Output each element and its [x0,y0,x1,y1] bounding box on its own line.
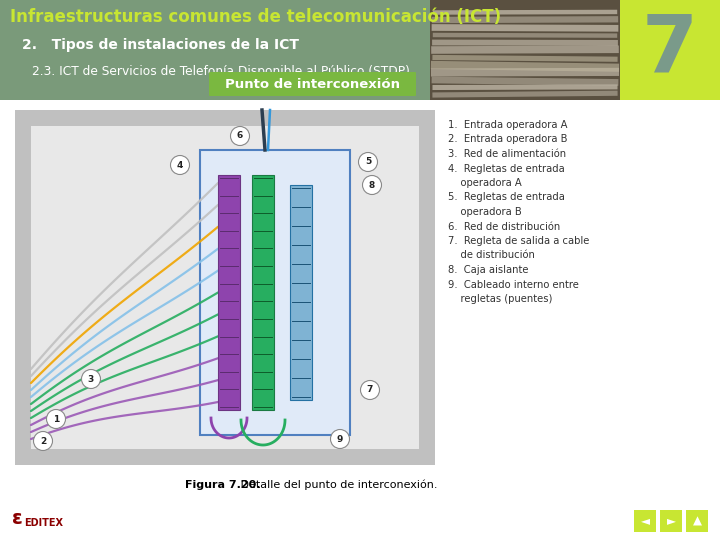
Text: 3: 3 [88,375,94,383]
Bar [15,110,435,465]
Text: 9.  Cableado interno entre: 9. Cableado interno entre [448,280,579,289]
Text: 7: 7 [642,11,698,89]
Text: ►: ► [667,515,675,528]
Text: 4: 4 [177,160,183,170]
Bar [218,175,240,410]
Text: 7: 7 [366,386,373,395]
Circle shape [362,176,382,194]
Text: operadora A: operadora A [448,178,522,188]
Circle shape [171,156,189,174]
Text: 2.   Tipos de instalaciones de la ICT: 2. Tipos de instalaciones de la ICT [22,38,299,52]
Bar [660,510,682,532]
Text: 3.  Red de alimentación: 3. Red de alimentación [448,149,566,159]
Text: 1: 1 [53,415,59,423]
Text: 5: 5 [365,158,371,166]
Text: 7.  Regleta de salida a cable: 7. Regleta de salida a cable [448,236,590,246]
Text: operadora B: operadora B [448,207,522,217]
Bar [634,510,656,532]
Bar [686,510,708,532]
Bar [15,449,435,465]
Bar [419,126,435,449]
Text: 9: 9 [337,435,343,443]
Circle shape [81,369,101,388]
Bar [290,185,312,400]
Text: de distribución: de distribución [448,251,535,260]
Text: Detalle del punto de interconexión.: Detalle del punto de interconexión. [237,480,438,490]
Bar [200,150,350,435]
Circle shape [230,126,250,145]
Bar [15,110,435,126]
Text: Punto de interconexión: Punto de interconexión [225,78,400,91]
Text: ▲: ▲ [693,515,701,528]
Text: ε: ε [12,509,23,528]
Text: 4.  Regletas de entrada: 4. Regletas de entrada [448,164,564,173]
Text: Infraestructuras comunes de telecomunicación (ICT): Infraestructuras comunes de telecomunica… [10,8,501,26]
Text: EDITEX: EDITEX [24,518,63,528]
Circle shape [359,152,377,172]
Text: 8.  Caja aislante: 8. Caja aislante [448,265,528,275]
Text: 2: 2 [40,436,46,446]
Bar [252,175,274,410]
Text: 6.  Red de distribución: 6. Red de distribución [448,221,560,232]
Bar [430,0,620,100]
Text: 8: 8 [369,180,375,190]
Text: 1.  Entrada operadora A: 1. Entrada operadora A [448,120,567,130]
Text: 2.  Entrada operadora B: 2. Entrada operadora B [448,134,567,145]
Circle shape [34,431,53,450]
Text: 5.  Regletas de entrada: 5. Regletas de entrada [448,192,565,202]
Text: regletas (puentes): regletas (puentes) [448,294,552,304]
Bar [0,0,430,100]
Circle shape [330,429,349,449]
Text: 2.3. ICT de Servicios de Telefonía Disponible al Público (STDP): 2.3. ICT de Servicios de Telefonía Dispo… [32,65,410,78]
Circle shape [47,409,66,429]
Text: 6: 6 [237,132,243,140]
Text: ◄: ◄ [641,515,649,528]
Bar [15,126,31,449]
Circle shape [361,381,379,400]
FancyBboxPatch shape [209,72,416,96]
Bar [620,0,720,100]
Text: Figura 7.20.: Figura 7.20. [185,480,261,490]
